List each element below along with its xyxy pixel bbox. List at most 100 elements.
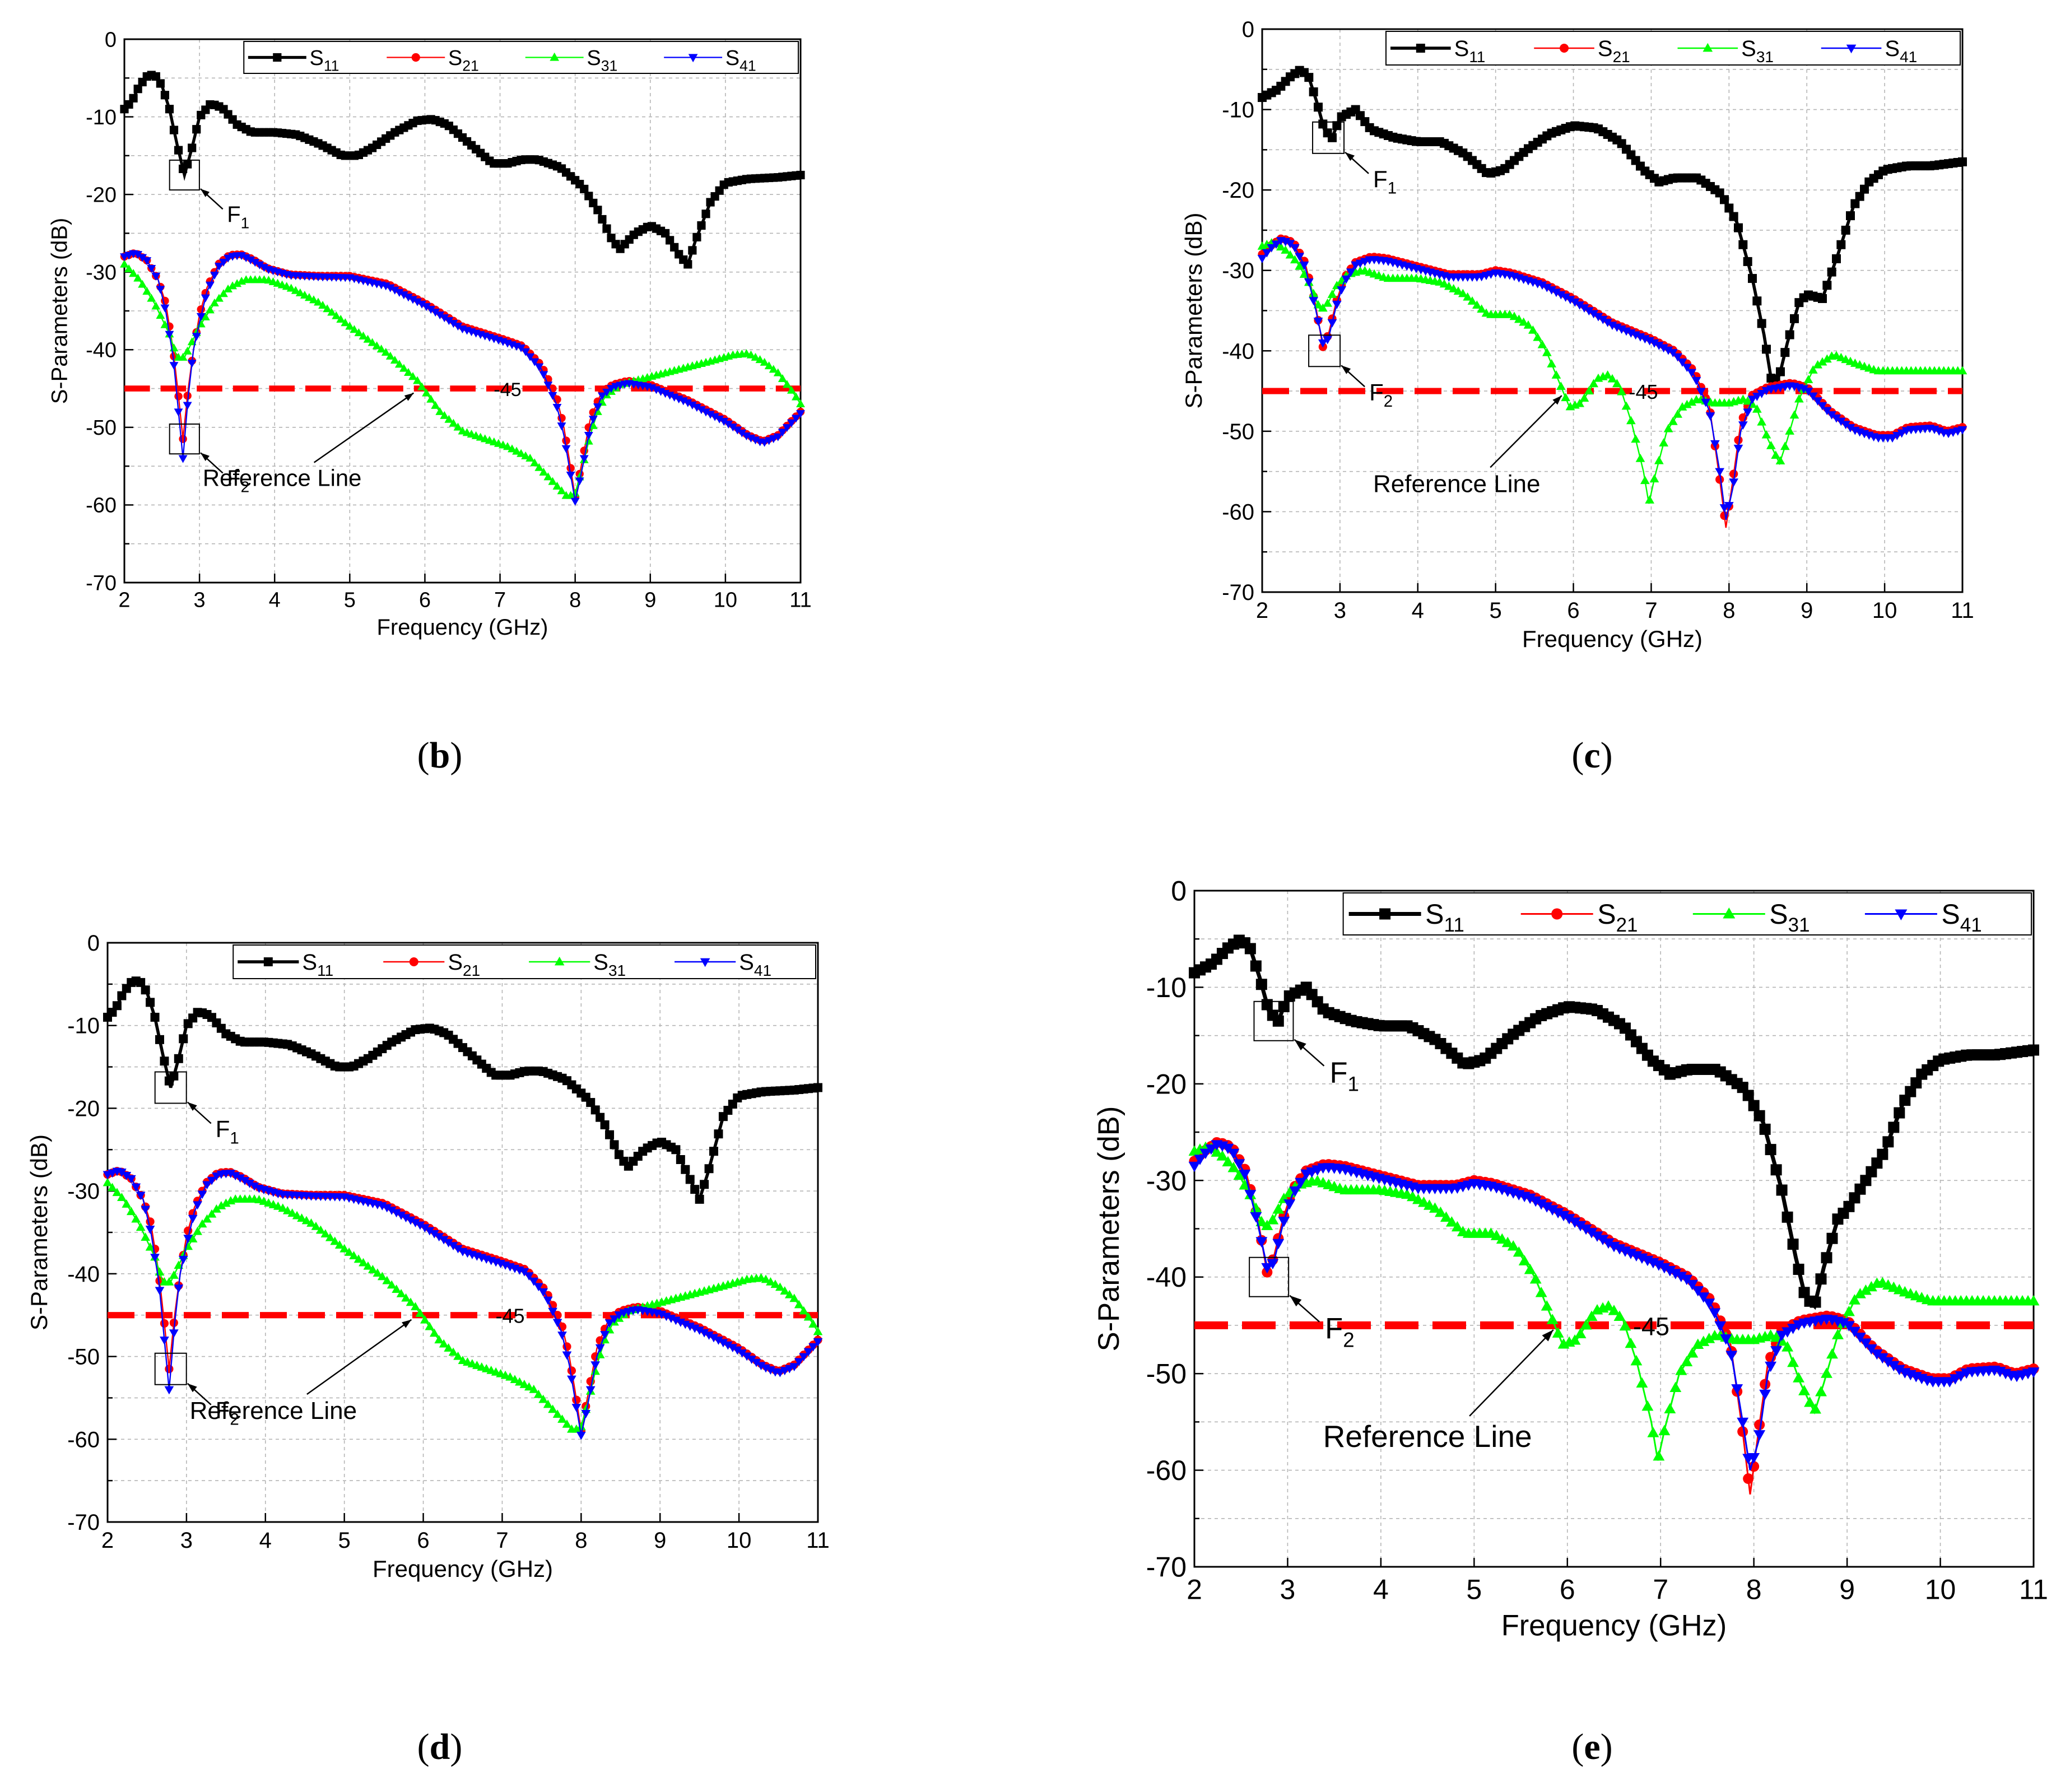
data-point-s11: [1780, 348, 1790, 357]
y-tick-label: -50: [67, 1345, 100, 1370]
y-tick-label: -20: [86, 183, 117, 207]
data-point-s31: [1743, 396, 1753, 405]
data-point-s31: [1641, 1400, 1654, 1411]
data-point-s41: [1673, 353, 1683, 362]
data-point-s31: [1585, 1310, 1598, 1321]
data-point-s31: [1789, 410, 1799, 419]
data-point-s31: [1463, 292, 1473, 301]
data-point-s31: [126, 1207, 136, 1216]
data-point-s41: [598, 392, 607, 401]
f1-marker-box: [1253, 1000, 1294, 1041]
reference-line-arrow: [313, 392, 415, 463]
legend-label-2: S31: [593, 950, 626, 979]
data-point-s31: [1630, 1355, 1643, 1366]
legend-marker-0: [273, 53, 282, 62]
data-point-s41: [131, 1183, 141, 1192]
data-point-s41: [1686, 1279, 1699, 1291]
data-point-s41: [151, 272, 161, 281]
data-point-s41: [385, 284, 395, 292]
f2-label: F2: [216, 1397, 239, 1429]
data-point-s11: [1871, 1157, 1883, 1169]
data-point-s31: [1227, 1161, 1240, 1172]
data-point-s31: [1547, 359, 1557, 367]
data-point-s31: [1250, 1202, 1262, 1213]
x-tick-label: 4: [1412, 598, 1424, 623]
series-s31: [103, 1177, 823, 1433]
y-axis-title: S-Parameters (dB): [1092, 1106, 1125, 1352]
data-point-s41: [567, 1375, 576, 1384]
data-point-s11: [683, 260, 692, 269]
x-tick-label: 4: [259, 1528, 272, 1553]
legend-label-3: S41: [739, 950, 771, 979]
grid: [107, 942, 818, 1523]
series-s21: [1189, 1137, 2039, 1495]
data-point-s41: [604, 1319, 615, 1328]
data-point-s11: [1765, 1144, 1776, 1156]
data-point-s31: [1794, 394, 1804, 403]
x-axis-title: Frequency (GHz): [377, 615, 548, 640]
data-point-s41: [706, 411, 715, 419]
data-point-s41: [778, 429, 787, 437]
data-point-s41: [683, 399, 692, 407]
data-point-s11: [1752, 296, 1762, 306]
data-point-s41: [602, 388, 611, 397]
data-point-s11: [1770, 1164, 1782, 1176]
data-point-s11: [580, 184, 589, 194]
data-point-s31: [327, 308, 337, 316]
data-point-s31: [1659, 438, 1669, 446]
data-point-s31: [1458, 288, 1468, 297]
legend-marker-2: [554, 956, 565, 966]
data-point-s41: [408, 296, 417, 304]
data-point-s31: [133, 273, 143, 282]
data-point-s11: [670, 243, 679, 252]
y-tick-label: -20: [67, 1096, 100, 1121]
data-point-s41: [1831, 414, 1841, 423]
data-point-s11: [697, 221, 706, 230]
data-point-s31: [584, 436, 593, 445]
data-point-s41: [796, 410, 805, 418]
data-point-s41: [1697, 1292, 1710, 1303]
reference-line-arrowhead: [402, 1319, 412, 1328]
data-point-s11: [1846, 211, 1855, 221]
data-point-s41: [773, 433, 783, 441]
data-point-s41: [434, 1233, 444, 1242]
data-point-s21: [1729, 469, 1738, 478]
data-point-s31: [1793, 1372, 1805, 1383]
data-point-s11: [1332, 121, 1342, 131]
data-point-s11: [117, 991, 127, 1000]
data-point-s41: [566, 471, 575, 480]
data-point-s41: [429, 1230, 439, 1239]
data-point-s31: [503, 442, 512, 450]
data-point-s31: [1439, 279, 1449, 288]
data-point-s31: [760, 357, 769, 366]
data-point-s31: [1697, 1335, 1710, 1346]
data-point-s31: [538, 1394, 548, 1403]
data-point-s31: [508, 444, 517, 453]
data-point-s41: [141, 1205, 150, 1214]
data-point-s41: [1887, 1361, 1900, 1372]
data-point-s11: [1860, 1175, 1872, 1186]
data-point-s11: [129, 94, 138, 103]
data-point-s41: [723, 1341, 733, 1350]
data-point-s31: [1803, 375, 1813, 384]
data-point-s31: [1272, 1203, 1285, 1214]
data-point-s11: [160, 1056, 169, 1066]
data-point-s31: [429, 1328, 439, 1337]
data-point-s31: [368, 338, 377, 346]
data-point-s11: [2028, 1044, 2039, 1056]
data-point-s31: [755, 355, 765, 364]
data-point-s41: [188, 1214, 198, 1223]
chart-panel-c: 2 3 4 5 6 7 8 9 10 11 0 -10 -20 -30 -40 -50 -60 -70 Freque…: [1180, 17, 1974, 652]
data-point-s41: [714, 1336, 723, 1345]
data-point-s41: [1313, 318, 1323, 326]
data-point-s41: [775, 1369, 785, 1377]
f2-arrowhead: [200, 453, 210, 461]
data-point-s41: [1591, 1231, 1603, 1242]
data-point-s41: [1318, 339, 1328, 348]
data-point-s31: [390, 356, 399, 364]
data-point-s11: [1855, 192, 1864, 201]
data-point-s21: [179, 435, 187, 443]
data-point-s41: [449, 320, 458, 328]
data-point-s31: [773, 368, 783, 376]
y-tick-label: -30: [86, 261, 117, 285]
